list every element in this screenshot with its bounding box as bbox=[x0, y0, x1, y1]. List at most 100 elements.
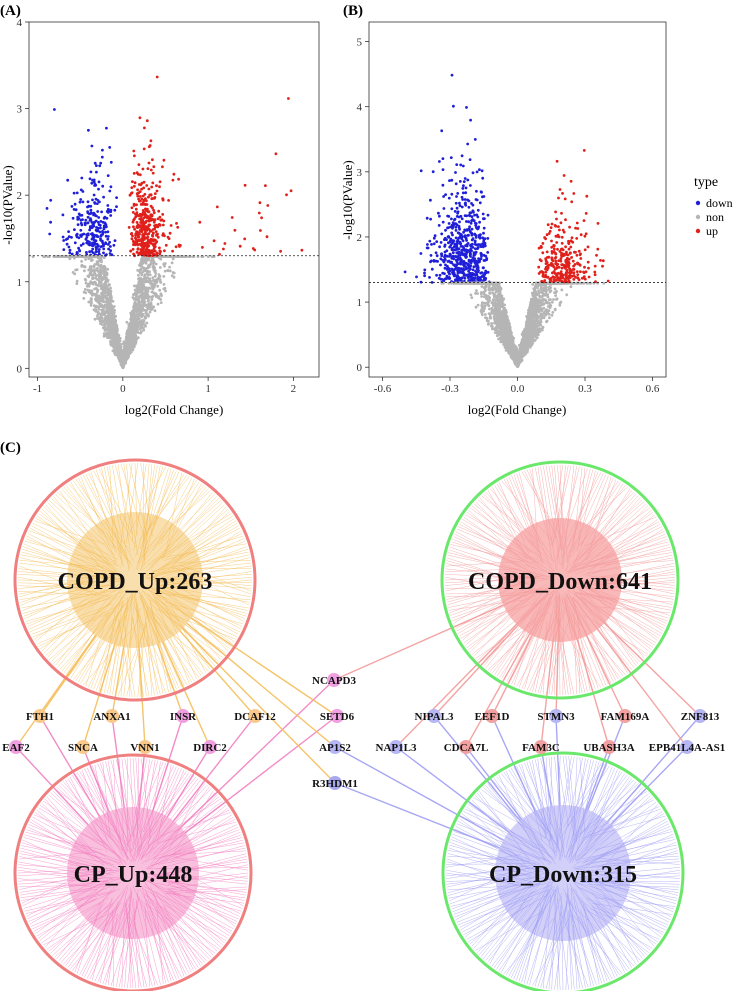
point-non bbox=[148, 306, 152, 310]
point-down bbox=[415, 275, 418, 279]
point-down bbox=[95, 214, 98, 218]
point-down bbox=[460, 195, 464, 199]
point-down bbox=[444, 254, 448, 258]
point-down bbox=[464, 191, 468, 195]
series-up bbox=[127, 75, 304, 258]
point-down bbox=[81, 200, 85, 204]
point-down bbox=[107, 247, 110, 251]
series-down bbox=[45, 108, 118, 257]
point-non bbox=[144, 261, 148, 265]
point-down bbox=[486, 251, 490, 254]
point-down bbox=[434, 251, 438, 255]
point-non bbox=[144, 324, 147, 328]
point-down bbox=[458, 201, 461, 205]
point-non bbox=[148, 263, 151, 267]
point-non bbox=[98, 281, 101, 284]
point-down bbox=[476, 243, 480, 246]
point-down bbox=[454, 236, 458, 240]
point-non bbox=[146, 258, 150, 262]
point-non bbox=[172, 275, 176, 279]
point-non bbox=[124, 345, 128, 348]
panel-b-label: (B) bbox=[343, 3, 363, 19]
point-up bbox=[233, 228, 237, 232]
point-down bbox=[472, 219, 476, 223]
point-non bbox=[106, 288, 110, 291]
point-down bbox=[464, 186, 468, 190]
point-down bbox=[105, 216, 109, 220]
point-up bbox=[166, 235, 170, 239]
point-down bbox=[429, 254, 433, 257]
point-down bbox=[431, 170, 435, 174]
point-non bbox=[142, 266, 146, 270]
point-non bbox=[156, 284, 160, 288]
point-down bbox=[106, 235, 110, 238]
point-non bbox=[159, 292, 163, 296]
point-down bbox=[94, 250, 98, 254]
point-down bbox=[70, 236, 73, 239]
point-down bbox=[85, 251, 88, 254]
point-up bbox=[171, 178, 175, 182]
point-non bbox=[148, 287, 152, 290]
point-down bbox=[482, 239, 486, 243]
point-down bbox=[477, 257, 480, 261]
point-up bbox=[253, 248, 257, 252]
point-down bbox=[53, 108, 56, 111]
point-up bbox=[148, 144, 152, 147]
point-non bbox=[127, 332, 131, 336]
point-down bbox=[474, 264, 478, 268]
point-down bbox=[481, 212, 485, 216]
point-down bbox=[447, 235, 450, 238]
point-up bbox=[141, 247, 145, 250]
point-down bbox=[468, 249, 472, 252]
point-down bbox=[474, 247, 477, 251]
point-down bbox=[478, 235, 481, 239]
point-up bbox=[152, 220, 156, 224]
point-down bbox=[441, 157, 445, 161]
point-non bbox=[75, 268, 79, 271]
point-down bbox=[101, 148, 104, 152]
point-down bbox=[73, 202, 77, 206]
point-non bbox=[116, 336, 120, 340]
point-down bbox=[86, 221, 89, 225]
point-non bbox=[152, 305, 155, 309]
point-non bbox=[101, 313, 104, 316]
point-non bbox=[127, 355, 130, 359]
point-down bbox=[423, 274, 426, 278]
point-down bbox=[467, 199, 471, 203]
point-down bbox=[450, 242, 454, 245]
point-down bbox=[441, 278, 445, 281]
point-up bbox=[144, 208, 148, 212]
point-down bbox=[91, 247, 95, 251]
point-up bbox=[156, 235, 160, 239]
point-down bbox=[80, 223, 84, 227]
point-non bbox=[97, 269, 100, 273]
point-down bbox=[466, 273, 470, 277]
point-up bbox=[158, 185, 161, 189]
point-non bbox=[93, 317, 97, 321]
point-non bbox=[531, 283, 535, 286]
point-non bbox=[553, 308, 557, 312]
point-up bbox=[142, 147, 146, 151]
point-up bbox=[151, 158, 154, 162]
point-non bbox=[90, 255, 94, 258]
point-down bbox=[458, 180, 462, 183]
point-down bbox=[89, 225, 93, 229]
point-down bbox=[100, 155, 104, 159]
point-down bbox=[95, 245, 99, 249]
point-non bbox=[131, 311, 135, 314]
point-down bbox=[88, 177, 92, 181]
point-non bbox=[100, 303, 104, 307]
x-tick-label: 2 bbox=[291, 383, 297, 395]
point-non bbox=[105, 273, 109, 277]
point-up bbox=[135, 224, 139, 228]
point-down bbox=[93, 201, 96, 204]
point-down bbox=[67, 230, 70, 234]
point-down bbox=[429, 198, 432, 202]
point-non bbox=[101, 284, 105, 288]
point-down bbox=[470, 215, 474, 219]
point-up bbox=[230, 216, 234, 219]
point-up bbox=[161, 223, 165, 227]
point-non bbox=[111, 315, 115, 318]
point-down bbox=[432, 242, 436, 246]
point-down bbox=[461, 187, 465, 190]
